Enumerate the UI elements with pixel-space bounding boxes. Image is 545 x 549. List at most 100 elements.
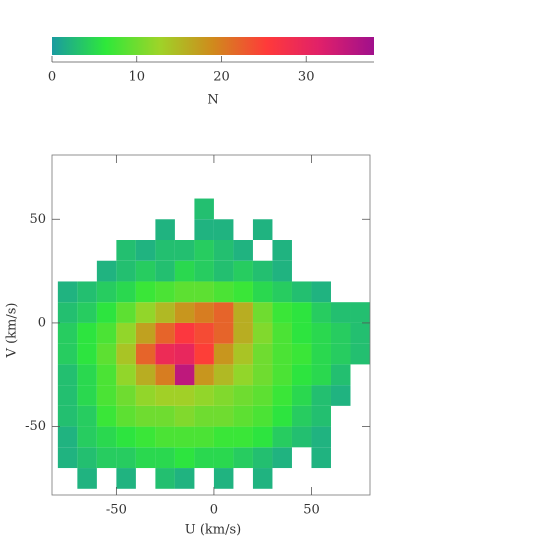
y-tick-label: 50: [29, 212, 46, 227]
heatmap-cell: [96, 447, 117, 469]
heatmap-cell: [194, 198, 214, 220]
heatmap-cell: [233, 405, 253, 427]
heatmap-cell: [155, 219, 175, 240]
heatmap-cell: [252, 447, 273, 469]
heatmap-cell: [330, 364, 351, 386]
heatmap-cell: [135, 364, 156, 386]
heatmap-cell: [213, 240, 234, 261]
heatmap-cell: [330, 302, 351, 323]
heatmap-cell: [96, 281, 117, 303]
heatmap-cell: [311, 426, 331, 448]
heatmap-cell: [194, 219, 214, 240]
x-tick-label: 50: [303, 503, 320, 518]
heatmap-cell: [350, 343, 370, 365]
heatmap-cell: [96, 426, 117, 448]
heatmap-cell: [194, 302, 214, 323]
heatmap-cell: [155, 385, 175, 406]
heatmap-cell: [155, 322, 175, 344]
heatmap-cell: [252, 364, 273, 386]
heatmap-cell: [116, 281, 136, 303]
heatmap-cell: [272, 447, 292, 469]
heatmap-cell: [291, 385, 312, 406]
heatmap-cell: [233, 322, 253, 344]
heatmap-cell: [96, 322, 117, 344]
heatmap-cell: [57, 364, 78, 386]
heatmap-cell: [291, 302, 312, 323]
heatmap-cell: [155, 426, 175, 448]
heatmap-cell: [350, 322, 370, 344]
heatmap-cell: [272, 322, 292, 344]
heatmap-cell: [213, 322, 234, 344]
heatmap-cell: [135, 240, 156, 261]
heatmap-cell: [272, 426, 292, 448]
heatmap-cell: [135, 447, 156, 469]
heatmap-cell: [174, 260, 195, 282]
heatmap-cell: [213, 468, 234, 489]
heatmap-cell: [233, 364, 253, 386]
heatmap-cell: [291, 322, 312, 344]
heatmap-cell: [252, 302, 273, 323]
heatmap-cell: [57, 281, 78, 303]
y-axis-label: V (km/s): [5, 303, 20, 359]
heatmap-cell: [155, 447, 175, 469]
heatmap-cell: [77, 302, 97, 323]
heatmap-cell: [116, 468, 136, 489]
heatmap-cell: [135, 281, 156, 303]
heatmap-cell: [77, 405, 97, 427]
heatmap-cell: [135, 385, 156, 406]
heatmap-cell: [272, 302, 292, 323]
heatmap-cell: [116, 385, 136, 406]
heatmap-cell: [174, 447, 195, 469]
heatmap-cell: [174, 322, 195, 344]
heatmap-cell: [77, 385, 97, 406]
heatmap-cell: [194, 260, 214, 282]
heatmap-cell: [213, 260, 234, 282]
heatmap-cell: [135, 302, 156, 323]
heatmap-cell: [57, 322, 78, 344]
heatmap-cell: [311, 447, 331, 469]
heatmap-cell: [213, 447, 234, 469]
heatmap-cell: [174, 405, 195, 427]
heatmap-cell: [116, 260, 136, 282]
heatmap-cell: [135, 260, 156, 282]
heatmap-cell: [155, 343, 175, 365]
heatmap-cell: [194, 385, 214, 406]
heatmap-cell: [96, 260, 117, 282]
heatmap-cell: [174, 281, 195, 303]
heatmap-cell: [116, 343, 136, 365]
heatmap-cell: [252, 260, 273, 282]
heatmap-cell: [155, 240, 175, 261]
heatmap-cell: [155, 364, 175, 386]
heatmap-cell: [213, 219, 234, 240]
x-tick-label: 0: [210, 503, 218, 518]
colorbar-tick-label: 30: [298, 70, 315, 85]
heatmap-cell: [194, 405, 214, 427]
heatmap-cell: [233, 260, 253, 282]
heatmap-cell: [77, 364, 97, 386]
heatmap-cell: [213, 364, 234, 386]
heatmap-cell: [213, 302, 234, 323]
heatmap-cell: [116, 240, 136, 261]
colorbar: [52, 37, 374, 55]
heatmap-cell: [252, 468, 273, 489]
heatmap-cell: [155, 260, 175, 282]
heatmap-cell: [96, 302, 117, 323]
heatmap-cell: [116, 447, 136, 469]
heatmap-cell: [155, 468, 175, 489]
heatmap-cell: [96, 343, 117, 365]
heatmap-cell: [252, 385, 273, 406]
heatmap-cell: [77, 322, 97, 344]
heatmap-cell: [194, 364, 214, 386]
heatmap-cell: [194, 343, 214, 365]
heatmap-cell: [96, 385, 117, 406]
heatmap-cell: [174, 468, 195, 489]
heatmap-cell: [135, 322, 156, 344]
heatmap-cell: [233, 281, 253, 303]
heatmap-cell: [57, 302, 78, 323]
heatmap-cell: [272, 281, 292, 303]
heatmap-cell: [194, 240, 214, 261]
heatmap-cell: [311, 405, 331, 427]
heatmap-cell: [291, 426, 312, 448]
heatmap-cell: [57, 343, 78, 365]
